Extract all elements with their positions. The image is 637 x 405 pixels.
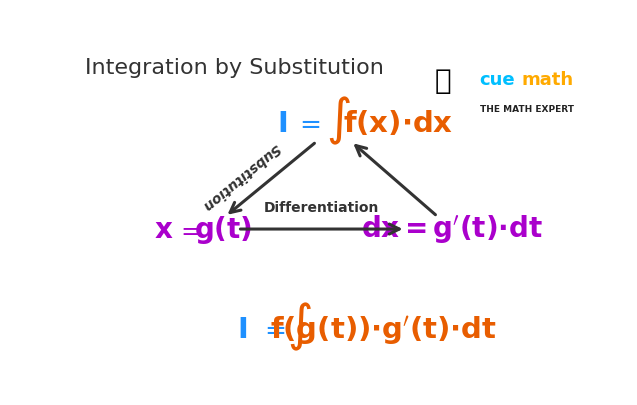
Text: Substitution: Substitution [199, 141, 283, 213]
Text: $=$: $=$ [259, 316, 285, 342]
Text: $\mathbf{I}$: $\mathbf{I}$ [238, 315, 248, 343]
Text: THE MATH EXPERT: THE MATH EXPERT [480, 105, 573, 114]
Text: $\mathbf{g(t)}$: $\mathbf{g(t)}$ [194, 213, 252, 245]
Text: Integration by Substitution: Integration by Substitution [85, 58, 383, 78]
Text: $=$: $=$ [176, 217, 201, 241]
Text: 🚀: 🚀 [435, 67, 452, 95]
Text: $\mathbf{I}$: $\mathbf{I}$ [277, 109, 287, 137]
Text: math: math [522, 70, 573, 88]
Text: cue: cue [480, 70, 515, 88]
Text: $\mathbf{f(x){\cdot}dx}$: $\mathbf{f(x){\cdot}dx}$ [343, 109, 453, 138]
Text: $\int$: $\int$ [287, 300, 311, 352]
Text: $\mathbf{dx = g'(t){\cdot}dt}$: $\mathbf{dx = g'(t){\cdot}dt}$ [361, 213, 543, 246]
Text: $\mathbf{f(g(t)){\cdot}g'(t){\cdot}dt}$: $\mathbf{f(g(t)){\cdot}g'(t){\cdot}dt}$ [269, 313, 497, 346]
Text: $\mathbf{x}$: $\mathbf{x}$ [154, 215, 173, 243]
Text: $=$: $=$ [294, 111, 320, 136]
Text: Differentiation: Differentiation [264, 200, 379, 215]
Text: $\int$: $\int$ [326, 94, 351, 146]
